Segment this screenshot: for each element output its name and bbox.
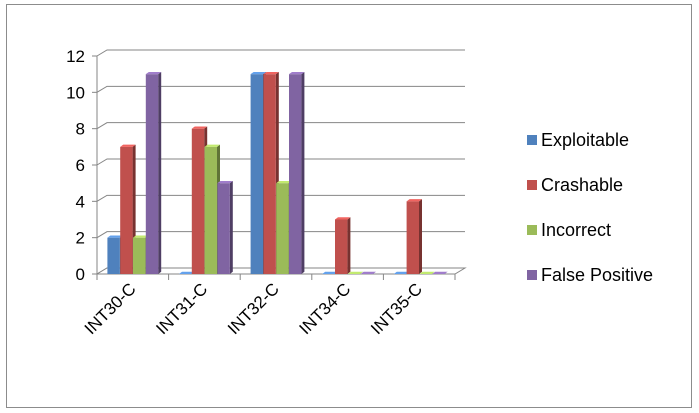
bar-top xyxy=(250,71,266,75)
y-tick-label: 4 xyxy=(76,192,85,211)
bar-front xyxy=(276,183,289,274)
bar-top xyxy=(204,144,220,147)
bar-top xyxy=(393,271,410,274)
bar-top xyxy=(322,271,338,274)
bars xyxy=(107,71,448,275)
gridline-10 xyxy=(96,85,465,93)
bar-side xyxy=(419,199,422,274)
legend-label-false-positive: False Positive xyxy=(541,265,653,285)
bar-top xyxy=(179,271,195,274)
bar-front xyxy=(217,183,230,274)
bar-exploitable-int34-c xyxy=(322,271,338,274)
gridline-4 xyxy=(96,194,465,202)
bar-incorrect-int35-c xyxy=(419,271,435,274)
bar-front xyxy=(335,219,348,274)
bar-exploitable-int31-c xyxy=(179,271,195,274)
bar-false-positive-int32-c xyxy=(289,71,305,275)
bar-side xyxy=(347,217,351,274)
legend: Exploitable Crashable Incorrect False Posit… xyxy=(527,130,653,285)
bar-top xyxy=(120,144,136,147)
bar-top xyxy=(335,217,351,220)
y-tick-label: 10 xyxy=(66,83,85,102)
x-tick-label-int31-c: INT31-C xyxy=(152,279,211,338)
bar-incorrect-int34-c xyxy=(347,271,364,274)
bar-front xyxy=(204,146,217,274)
bar-front xyxy=(191,128,205,274)
bar-front xyxy=(263,74,276,275)
bar-front xyxy=(406,201,419,274)
bar-crashable-int34-c xyxy=(335,217,351,274)
bar-top xyxy=(217,180,233,184)
bar-top xyxy=(133,235,149,238)
y-tick-label: 2 xyxy=(76,229,85,248)
bar-front xyxy=(133,237,146,274)
bar-front xyxy=(250,74,263,275)
y-tick-label: 6 xyxy=(76,156,85,175)
y-axis-tick-labels: 0 2 4 6 8 10 12 xyxy=(66,47,85,284)
bar-front xyxy=(120,146,133,274)
bar-top xyxy=(360,271,376,274)
bar-front xyxy=(145,74,159,275)
y-tick-label: 8 xyxy=(76,120,85,139)
bar-front xyxy=(289,74,302,275)
bar-false-positive-int34-c xyxy=(360,271,376,274)
legend-swatch-incorrect xyxy=(527,225,537,235)
bar-top xyxy=(263,71,279,75)
legend-label-exploitable: Exploitable xyxy=(541,130,629,150)
gridline-6 xyxy=(96,158,465,166)
bar-top xyxy=(432,271,448,274)
legend-swatch-exploitable xyxy=(527,135,537,145)
bar-side xyxy=(158,71,162,274)
bar-top xyxy=(419,271,435,274)
y-tick-label: 12 xyxy=(66,47,85,66)
x-tick-label-int32-c: INT32-C xyxy=(224,279,283,338)
bar-top xyxy=(276,180,292,184)
x-tick-label-int35-c: INT35-C xyxy=(367,279,426,338)
bar-side xyxy=(301,71,305,274)
bar-top xyxy=(145,71,162,75)
bar-top xyxy=(289,71,305,75)
bar-top xyxy=(107,235,123,238)
bar-false-positive-int35-c xyxy=(432,271,448,274)
bar-top xyxy=(347,271,364,274)
gridline-8 xyxy=(96,122,465,130)
y-tick-label: 0 xyxy=(76,265,85,284)
gridline-12 xyxy=(96,49,465,57)
legend-label-incorrect: Incorrect xyxy=(541,220,611,240)
x-tick-label-int30-c: INT30-C xyxy=(81,279,140,338)
bar-front xyxy=(107,237,120,274)
x-tick-label-int34-c: INT34-C xyxy=(296,279,355,338)
bar-side xyxy=(229,180,233,274)
bar-false-positive-int30-c xyxy=(145,71,162,275)
legend-swatch-false-positive xyxy=(527,270,537,280)
bar-top xyxy=(406,199,422,202)
bar-exploitable-int35-c xyxy=(393,271,410,274)
bar-crashable-int35-c xyxy=(406,199,422,274)
bar-top xyxy=(191,126,208,129)
x-axis-tick-labels: INT30-C INT31-C INT32-C INT34-C INT35-C xyxy=(81,279,426,338)
bar-false-positive-int31-c xyxy=(217,180,233,274)
legend-label-crashable: Crashable xyxy=(541,175,623,195)
legend-swatch-crashable xyxy=(527,180,537,190)
